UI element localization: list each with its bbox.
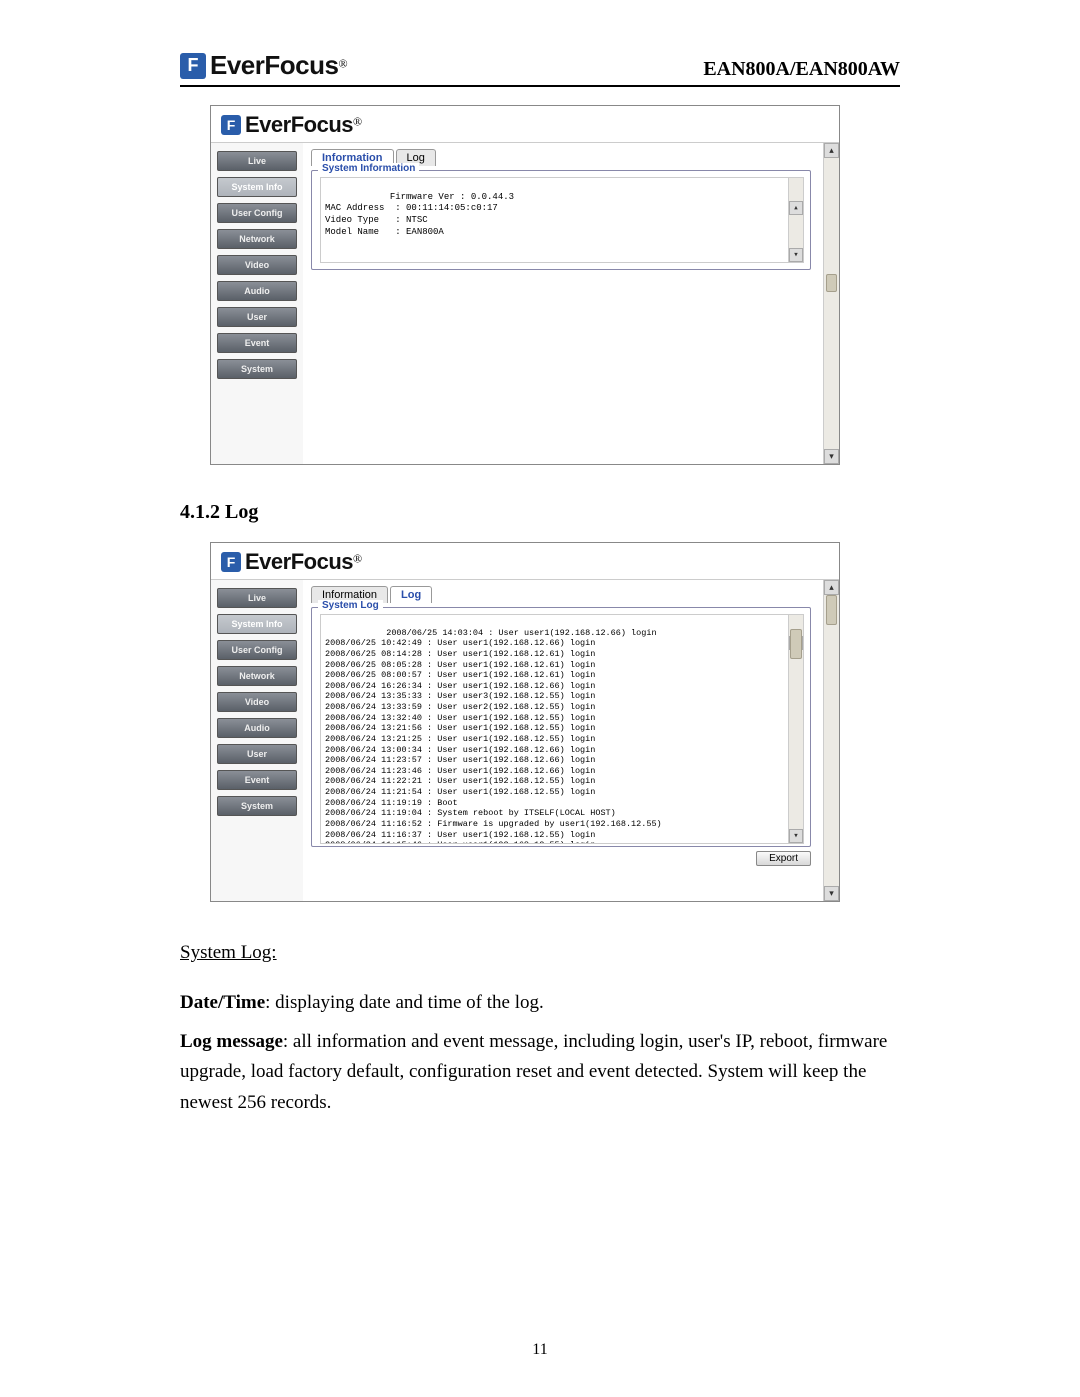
sidebar-item-user-config[interactable]: User Config (217, 203, 297, 223)
log-scrollbar[interactable]: ▴ ▾ (788, 615, 803, 843)
sidebar-item-user-config[interactable]: User Config (217, 640, 297, 660)
scroll-up-icon[interactable]: ▴ (824, 143, 839, 158)
screenshot-information: F EverFocus® Live System Info User Config N… (210, 105, 840, 465)
sidebar-item-video[interactable]: Video (217, 255, 297, 275)
main-scrollbar[interactable]: ▴ ▾ (823, 580, 839, 901)
main-scrollbar[interactable]: ▴ ▾ (823, 143, 839, 464)
sidebar-item-user[interactable]: User (217, 307, 297, 327)
page-header: F EverFocus® EAN800A/EAN800AW (180, 50, 900, 87)
info-scrollbar[interactable]: ▴ ▾ (788, 178, 803, 262)
shot1-brand: EverFocus (245, 112, 353, 137)
sidebar-nav: Live System Info User Config Network Video Au… (211, 143, 303, 464)
sidebar-nav: Live System Info User Config Network Video Au… (211, 580, 303, 901)
sidebar-item-network[interactable]: Network (217, 666, 297, 686)
sidebar-item-network[interactable]: Network (217, 229, 297, 249)
sidebar-item-audio[interactable]: Audio (217, 281, 297, 301)
brand-logo: F EverFocus® (180, 50, 348, 81)
sidebar-item-system-info[interactable]: System Info (217, 614, 297, 634)
page-number: 11 (0, 1341, 1080, 1359)
logmessage-label: Log message (180, 1031, 283, 1052)
info-text: Firmware Ver : 0.0.44.3 MAC Address : 00… (325, 192, 514, 237)
shot1-logo: F EverFocus® (221, 112, 829, 138)
shot2-logo: F EverFocus® (221, 549, 829, 575)
sidebar-item-audio[interactable]: Audio (217, 718, 297, 738)
system-log-box: 2008/06/25 14:03:04 : User user1(192.168… (320, 614, 804, 844)
shot2-brand: EverFocus (245, 549, 353, 574)
sidebar-item-system-info[interactable]: System Info (217, 177, 297, 197)
sidebar-item-user[interactable]: User (217, 744, 297, 764)
scroll-down-icon[interactable]: ▾ (824, 449, 839, 464)
sidebar-item-system[interactable]: System (217, 359, 297, 379)
sidebar-item-live[interactable]: Live (217, 151, 297, 171)
screenshot-log: F EverFocus® Live System Info User Config N… (210, 542, 840, 902)
reg-mark: ® (338, 57, 347, 71)
scroll-down-icon[interactable]: ▾ (789, 829, 803, 843)
datetime-desc: : displaying date and time of the log. (265, 992, 544, 1013)
sidebar-item-video[interactable]: Video (217, 692, 297, 712)
system-log-fieldset: System Log 2008/06/25 14:03:04 : User us… (311, 607, 811, 847)
fieldset-title: System Information (318, 163, 419, 174)
sidebar-item-system[interactable]: System (217, 796, 297, 816)
tab-log[interactable]: Log (390, 586, 432, 603)
sidebar-item-event[interactable]: Event (217, 770, 297, 790)
system-information-fieldset: System Information Firmware Ver : 0.0.44… (311, 170, 811, 270)
sidebar-item-event[interactable]: Event (217, 333, 297, 353)
model-name: EAN800A/EAN800AW (703, 58, 900, 81)
body-text: System Log: Date/Time: displaying date a… (180, 938, 900, 1118)
system-info-box: Firmware Ver : 0.0.44.3 MAC Address : 00… (320, 177, 804, 263)
main-panel: InformationLog System Information Firmwa… (303, 143, 839, 464)
datetime-label: Date/Time (180, 992, 265, 1013)
fieldset-title: System Log (318, 600, 383, 611)
section-heading: 4.1.2 Log (180, 501, 900, 524)
scroll-down-icon[interactable]: ▾ (824, 886, 839, 901)
logo-icon: F (180, 53, 206, 79)
scroll-up-icon[interactable]: ▴ (824, 580, 839, 595)
log-text: 2008/06/25 14:03:04 : User user1(192.168… (325, 628, 662, 844)
tabs: InformationLog (311, 586, 831, 603)
logmessage-desc: : all information and event message, inc… (180, 1031, 887, 1113)
brand-text: EverFocus (210, 50, 338, 80)
export-button[interactable]: Export (756, 851, 811, 866)
scroll-down-icon[interactable]: ▾ (789, 248, 803, 262)
logo-icon: F (221, 552, 241, 572)
sidebar-item-live[interactable]: Live (217, 588, 297, 608)
main-panel: InformationLog System Log 2008/06/25 14:… (303, 580, 839, 901)
logo-icon: F (221, 115, 241, 135)
system-log-heading: System Log: (180, 942, 277, 963)
